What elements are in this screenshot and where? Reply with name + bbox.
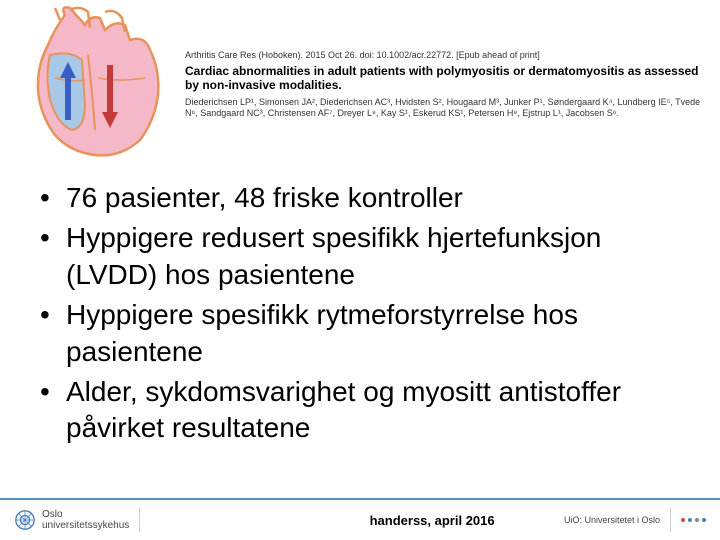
bullet-item: • Hyppigere redusert spesifikk hjertefun… <box>40 220 690 293</box>
bullet-item: • 76 pasienter, 48 friske kontroller <box>40 180 690 216</box>
heart-illustration <box>10 0 180 165</box>
footer: Oslo universitetssykehus handerss, april… <box>0 498 720 540</box>
bullet-marker: • <box>40 220 66 256</box>
logo-right-text: UiO: Universitetet i Oslo <box>564 515 660 525</box>
logo-left-line2: universitetssykehus <box>42 520 129 531</box>
logo-uio: UiO: Universitetet i Oslo <box>564 515 660 525</box>
footer-attribution: handerss, april 2016 <box>150 513 564 528</box>
footer-divider <box>139 508 140 532</box>
citation-title: Cardiac abnormalities in adult patients … <box>185 64 715 93</box>
footer-divider <box>670 508 671 532</box>
bullet-text: 76 pasienter, 48 friske kontroller <box>66 180 463 216</box>
bullet-text: Hyppigere spesifikk rytmeforstyrrelse ho… <box>66 297 690 370</box>
bullet-text: Hyppigere redusert spesifikk hjertefunks… <box>66 220 690 293</box>
bullet-marker: • <box>40 297 66 333</box>
bullet-text: Alder, sykdomsvarighet og myositt antist… <box>66 374 690 447</box>
citation-authors: Diederichsen LP¹, Simonsen JA², Diederic… <box>185 97 715 119</box>
citation-box: Arthritis Care Res (Hoboken). 2015 Oct 2… <box>185 50 715 118</box>
logo-left-line1: Oslo <box>42 509 129 520</box>
bullet-marker: • <box>40 180 66 216</box>
citation-source: Arthritis Care Res (Hoboken). 2015 Oct 2… <box>185 50 715 60</box>
bullet-item: • Hyppigere spesifikk rytmeforstyrrelse … <box>40 297 690 370</box>
bullet-list: • 76 pasienter, 48 friske kontroller • H… <box>40 180 690 451</box>
bullet-item: • Alder, sykdomsvarighet og myositt anti… <box>40 374 690 447</box>
hospital-icon <box>14 509 36 531</box>
footer-dots-icon <box>681 518 706 522</box>
logo-oslo-hospital: Oslo universitetssykehus <box>14 509 129 531</box>
bullet-marker: • <box>40 374 66 410</box>
